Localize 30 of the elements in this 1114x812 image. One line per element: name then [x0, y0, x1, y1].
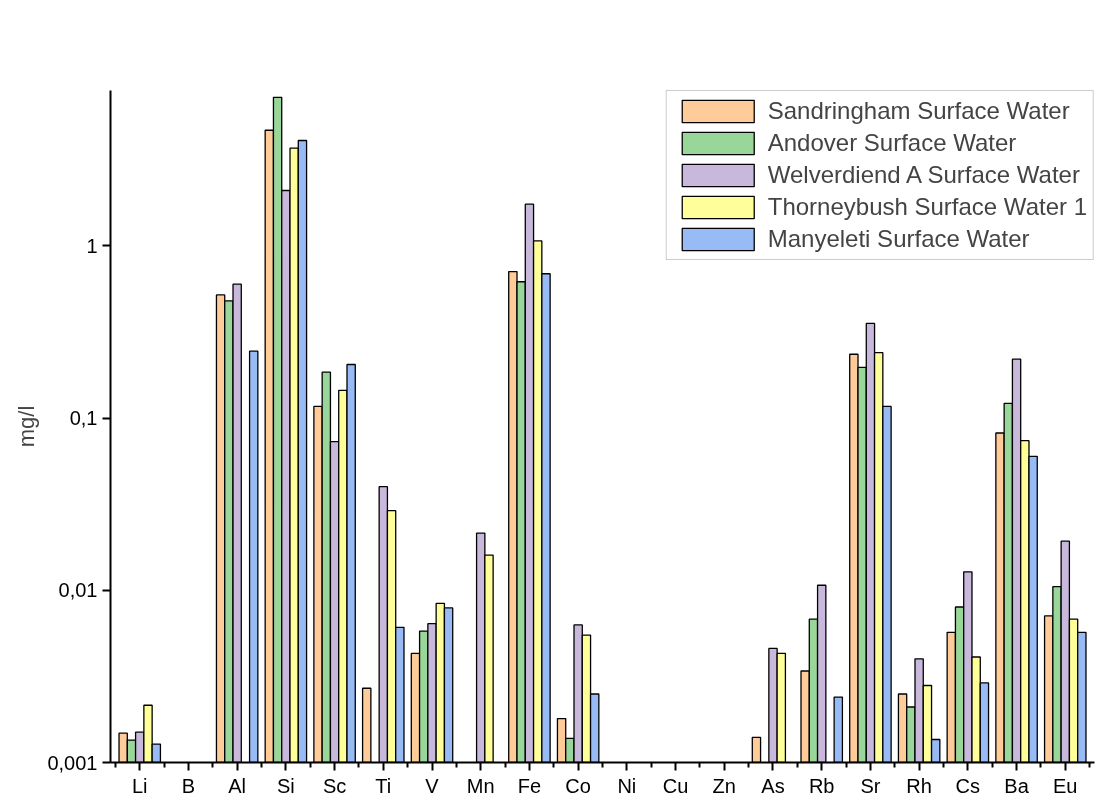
legend-label: Thorneybush Surface Water 1: [767, 193, 1087, 221]
x-tick-label: Zn: [712, 774, 736, 797]
x-tick-label: As: [761, 774, 785, 797]
x-tick-label: Al: [228, 774, 247, 797]
x-tick-label: Ti: [375, 774, 392, 797]
x-tick-label: Li: [131, 774, 148, 797]
y-tick-label: 0,001: [47, 751, 98, 774]
x-tick-label: Ba: [1004, 774, 1030, 797]
legend-label: Welverdiend A Surface Water: [767, 161, 1080, 189]
x-tick-label: Cs: [955, 774, 981, 797]
x-tick-label: Ni: [617, 774, 637, 797]
x-tick-label: Rb: [808, 774, 835, 797]
x-tick-label: Co: [565, 774, 591, 797]
legend-label: Manyeleti Surface Water: [767, 225, 1030, 253]
x-tick-label: B: [181, 774, 196, 797]
x-tick-label: Sr: [860, 774, 881, 797]
x-tick-label: Mn: [466, 774, 495, 797]
y-tick-label: 1: [86, 234, 98, 257]
legend-label: Andover Surface Water: [767, 129, 1017, 157]
x-tick-label: Eu: [1053, 774, 1078, 797]
x-tick-label: Rh: [906, 774, 932, 797]
y-tick-label: 0,01: [58, 579, 98, 602]
x-tick-label: Sc: [322, 774, 347, 797]
y-tick-label: 0,1: [69, 407, 98, 430]
legend-label: Sandringham Surface Water: [767, 97, 1070, 125]
y-axis-title: mg/l: [14, 405, 40, 448]
x-tick-label: Fe: [517, 774, 542, 797]
x-tick-label: Si: [276, 774, 295, 797]
x-tick-label: Cu: [662, 774, 689, 797]
x-tick-label: V: [425, 774, 440, 797]
